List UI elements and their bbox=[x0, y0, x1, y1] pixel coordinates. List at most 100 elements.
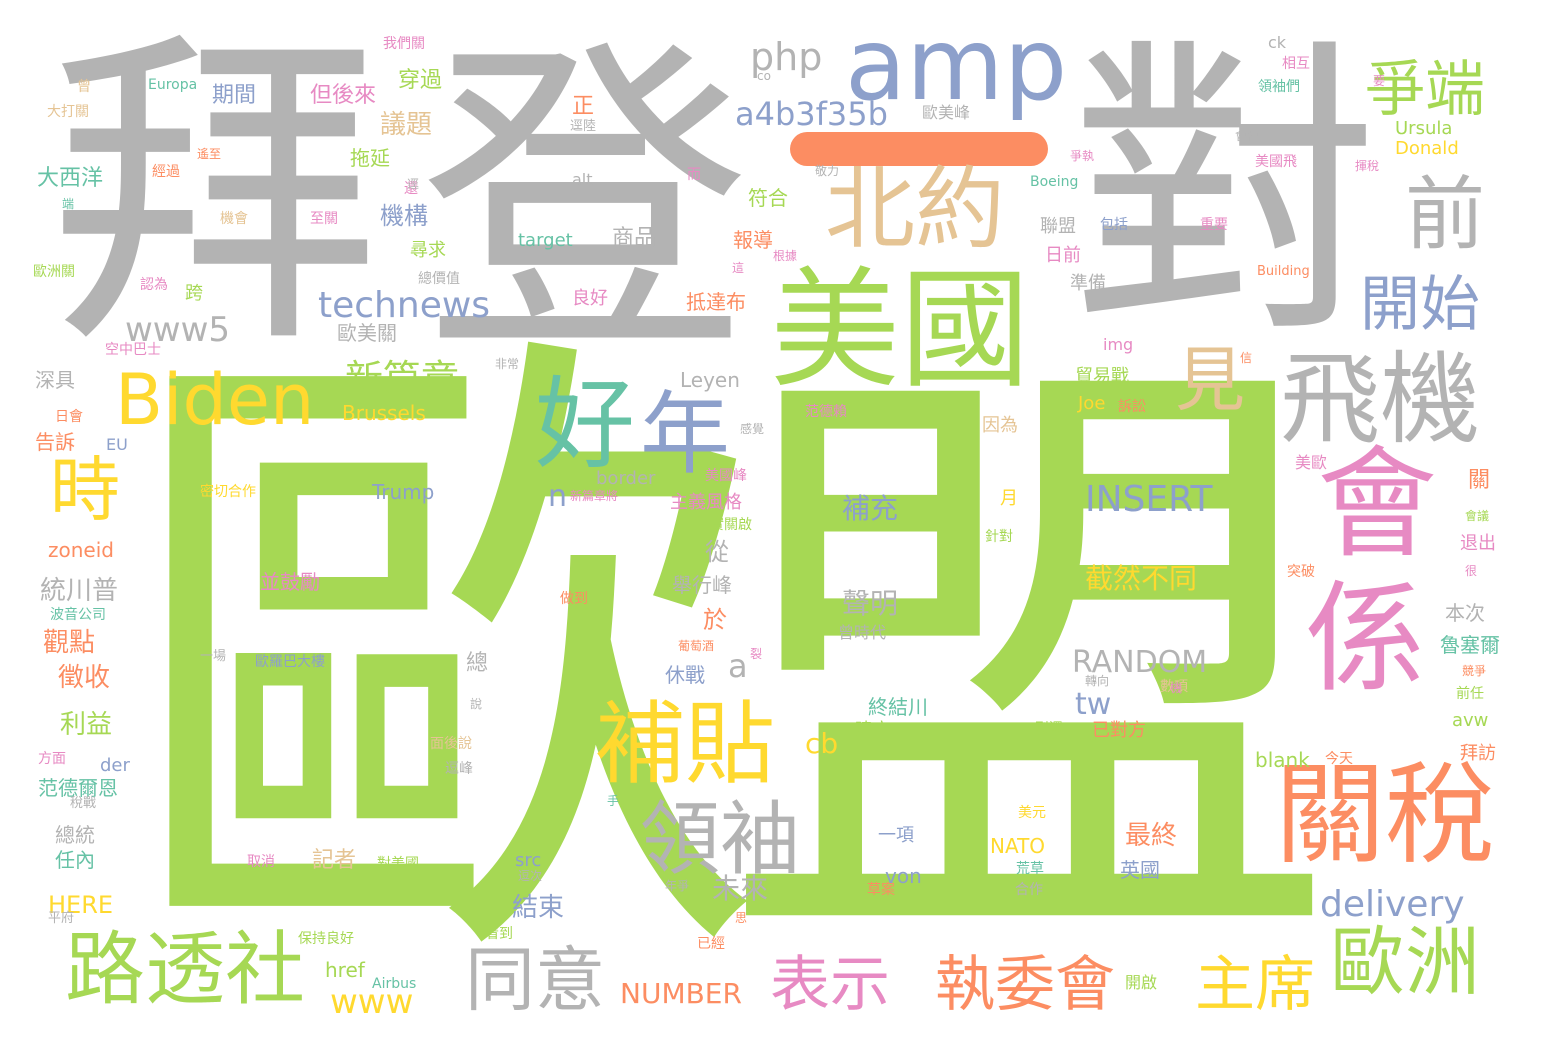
word: 端 bbox=[62, 197, 75, 211]
word: 日前 bbox=[1045, 245, 1081, 266]
word: 今天 bbox=[1325, 751, 1353, 767]
word: 波音公司 bbox=[50, 607, 106, 623]
word: 拜訪 bbox=[1460, 743, 1496, 764]
word: 從 bbox=[705, 538, 729, 566]
word: 英國 bbox=[1120, 858, 1160, 882]
word: 草案 bbox=[867, 882, 895, 898]
word: 拖延 bbox=[350, 146, 390, 170]
word: Leyen bbox=[680, 368, 740, 392]
word: 開啟 bbox=[1125, 973, 1158, 992]
word: 范德爾恩 bbox=[38, 776, 118, 800]
word: 年爭 bbox=[665, 879, 690, 893]
word: 取消 bbox=[247, 854, 275, 870]
word: 並鼓勵 bbox=[260, 570, 320, 594]
word: 針對 bbox=[985, 529, 1013, 545]
word: 數項 bbox=[1160, 679, 1188, 695]
word: 路透社 bbox=[65, 923, 305, 1016]
word: 葡萄酒 bbox=[678, 639, 715, 653]
word: 新篇章 bbox=[345, 357, 460, 401]
word: a bbox=[728, 647, 748, 685]
word: Joe bbox=[1078, 393, 1106, 414]
word: 信 bbox=[1240, 351, 1253, 365]
word: 曾 bbox=[77, 79, 91, 95]
word: blank bbox=[1255, 748, 1310, 772]
word: 逗峰 bbox=[445, 761, 473, 777]
word: 利益 bbox=[60, 710, 113, 740]
word: 於 bbox=[703, 606, 727, 634]
word: n bbox=[548, 479, 568, 514]
word: cb bbox=[805, 727, 839, 760]
word: 截然不同 bbox=[1085, 562, 1198, 595]
word: 總價值 bbox=[418, 271, 460, 287]
word: 日會 bbox=[55, 409, 83, 425]
word: 告訴 bbox=[35, 430, 75, 454]
word: Boeing bbox=[1030, 174, 1079, 190]
word: 美國峰 bbox=[705, 468, 747, 484]
word: 機會 bbox=[220, 211, 248, 227]
word: 大打關 bbox=[47, 104, 89, 120]
word: 逕 bbox=[407, 177, 420, 191]
word: 登 bbox=[420, 13, 750, 397]
word: 爭端 bbox=[1365, 55, 1485, 125]
word: Europa bbox=[148, 77, 198, 93]
word: 密切合作 bbox=[200, 484, 256, 500]
word: NATO bbox=[990, 834, 1046, 858]
word: 認為 bbox=[140, 277, 168, 293]
word: 敬力 bbox=[815, 164, 840, 178]
word: 根據 bbox=[773, 249, 798, 263]
word: 訴訟 bbox=[1118, 399, 1146, 415]
word: 還 bbox=[404, 181, 418, 197]
word: 轉向 bbox=[1085, 674, 1110, 688]
word: 已經 bbox=[697, 936, 725, 952]
word: 要 bbox=[1373, 74, 1386, 88]
word: 記者 bbox=[312, 848, 357, 873]
word: php bbox=[750, 35, 823, 79]
word: 未來 bbox=[712, 872, 769, 905]
word: Airbus bbox=[372, 976, 417, 992]
word: 我們關 bbox=[383, 36, 425, 52]
word: 大西洋 bbox=[37, 166, 104, 191]
word: 美元 bbox=[1018, 805, 1046, 821]
word: 空中巴士 bbox=[105, 342, 161, 358]
word: 跨 bbox=[185, 283, 203, 304]
word: avw bbox=[1452, 710, 1489, 731]
word: 聲明 bbox=[842, 587, 899, 620]
word: 領袖們 bbox=[1258, 79, 1300, 95]
decorative-stroke bbox=[790, 132, 1048, 166]
word: 主義風格 bbox=[670, 492, 742, 513]
word: 貿易戰 bbox=[1075, 366, 1129, 387]
word: 尋求 bbox=[410, 240, 446, 261]
word: 期間 bbox=[212, 83, 257, 108]
word: technews bbox=[318, 285, 491, 326]
word: 表示 bbox=[770, 950, 890, 1020]
word: 裂 bbox=[750, 647, 763, 661]
word: 經過 bbox=[152, 164, 180, 180]
word: 平府 bbox=[48, 911, 75, 926]
word: 前 bbox=[1405, 168, 1485, 261]
word: 觀點 bbox=[43, 628, 96, 658]
word: 徵收 bbox=[58, 663, 111, 693]
word: 荒草 bbox=[1016, 861, 1044, 877]
word: 北約 bbox=[825, 157, 1005, 262]
word: 歐洲關 bbox=[33, 264, 75, 280]
word: 商品 bbox=[612, 226, 657, 251]
word: 統川普 bbox=[40, 576, 119, 606]
word: href bbox=[325, 958, 365, 982]
word: INSERT bbox=[1085, 479, 1213, 520]
word: target bbox=[518, 230, 573, 251]
word: 好 bbox=[535, 366, 635, 483]
word: 領袖 bbox=[640, 793, 800, 886]
word: 對美國 bbox=[377, 856, 419, 872]
word: 烈還 bbox=[1035, 721, 1063, 737]
word: co bbox=[757, 69, 771, 83]
word: Ursula bbox=[1395, 118, 1453, 139]
word: 做到 bbox=[560, 591, 588, 607]
word: 但後來 bbox=[310, 83, 377, 108]
word: 手 bbox=[607, 794, 620, 808]
word: 方面 bbox=[38, 751, 66, 767]
word: 準備 bbox=[1070, 273, 1106, 294]
word: 符合 bbox=[748, 186, 788, 210]
word: 這 bbox=[732, 261, 745, 275]
word: 議題 bbox=[380, 110, 433, 140]
